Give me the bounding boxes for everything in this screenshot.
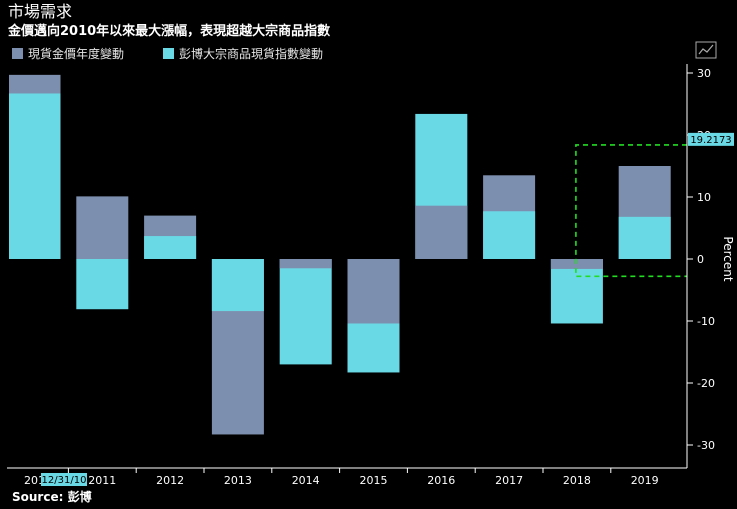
bar-bcom-2010 <box>9 93 61 260</box>
legend-label-bcom: 彭博大宗商品現貨指數變動 <box>179 46 323 61</box>
x-tick-label-2014: 2014 <box>292 474 320 487</box>
y-tick-label-10: 10 <box>697 191 711 204</box>
bars <box>9 74 671 435</box>
hover-date-label: 12/31/10 <box>42 475 87 486</box>
bar-bcom-2017 <box>483 211 536 259</box>
x-tick-label-2011: 2011 <box>88 474 116 487</box>
y-tick-label--20: -20 <box>697 377 715 390</box>
chart-type-icon-line <box>698 44 714 55</box>
y-tick-label-0: 0 <box>697 253 704 266</box>
axes: 3020100-10-20-30201201120122013201420152… <box>7 64 734 487</box>
bar-bcom-2019 <box>618 216 671 259</box>
x-tick-label-2012: 2012 <box>156 474 184 487</box>
chart-title: 市場需求 <box>8 2 72 21</box>
y-tick-label-30: 30 <box>697 67 711 80</box>
chart-subtitle: 金價邁向2010年以來最大漲幅，表現超越大宗商品指數 <box>7 23 330 39</box>
highlight-value-box <box>688 132 734 146</box>
legend: 現貨金價年度變動 彭博大宗商品現貨指數變動 <box>12 46 323 61</box>
highlight-box <box>575 144 687 278</box>
bar-bcom-2012 <box>144 236 197 259</box>
bar-gold-2011 <box>76 196 129 259</box>
source-label: Source: 彭博 <box>12 489 92 504</box>
y-axis-label: Percent <box>721 236 735 281</box>
y-tick-label--10: -10 <box>697 315 715 328</box>
bar-gold-2015 <box>347 259 400 324</box>
x-tick-label-2016: 2016 <box>427 474 455 487</box>
y-tick-label--30: -30 <box>697 439 715 452</box>
x-tick-label-2015: 2015 <box>360 474 388 487</box>
x-tick-label-2013: 2013 <box>224 474 252 487</box>
x-tick-label-2019: 2019 <box>631 474 659 487</box>
highlight-dashed-path <box>575 144 687 278</box>
highlight-value-label: 19.2173 <box>690 135 731 146</box>
x-tick-label-2010: 201 <box>24 474 45 487</box>
bar-bcom-2018 <box>550 259 603 324</box>
hover-date-box <box>41 473 87 486</box>
legend-label-gold: 現貨金價年度變動 <box>28 46 124 61</box>
legend-swatch-bcom <box>163 48 174 59</box>
bar-gold-2018 <box>550 259 603 269</box>
bar-gold-2016 <box>415 205 468 259</box>
bar-bcom-2011 <box>76 259 129 310</box>
chart-type-icon[interactable] <box>695 41 717 59</box>
chart-type-icon-frame <box>695 41 717 59</box>
bar-bcom-2014 <box>279 259 332 365</box>
x-tick-label-2017: 2017 <box>495 474 523 487</box>
x-tick-label-2018: 2018 <box>563 474 591 487</box>
bar-gold-2014 <box>279 259 332 269</box>
bar-bcom-2013 <box>211 259 264 312</box>
legend-swatch-gold <box>12 48 23 59</box>
